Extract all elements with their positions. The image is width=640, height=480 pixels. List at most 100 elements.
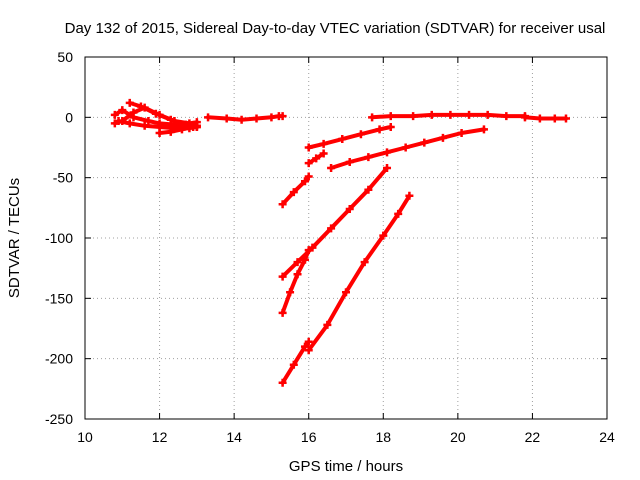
data-point xyxy=(304,172,313,181)
data-point xyxy=(364,153,373,162)
data-point xyxy=(394,209,403,218)
data-point xyxy=(286,288,295,297)
data-point xyxy=(379,231,388,240)
data-point xyxy=(278,112,287,121)
data-point xyxy=(312,154,321,163)
plot-frame xyxy=(84,56,608,420)
data-point xyxy=(360,258,369,267)
data-point xyxy=(342,288,350,297)
x-tick-label: 14 xyxy=(226,429,242,445)
y-tick-label: -100 xyxy=(45,230,73,246)
data-point xyxy=(140,121,149,130)
data-point xyxy=(155,129,164,138)
series-line xyxy=(523,115,568,121)
y-tick-label: -250 xyxy=(45,411,73,427)
data-point xyxy=(110,110,119,119)
data-point xyxy=(300,177,309,186)
data-point xyxy=(129,108,138,117)
data-point xyxy=(535,114,544,123)
data-point xyxy=(401,143,410,152)
data-point xyxy=(304,337,313,346)
tick-labels: 10 12 14 16 18 20 22 24 -250 -200 -150 -100 -50 0 50 xyxy=(45,49,615,445)
data-point xyxy=(383,148,392,157)
data-point xyxy=(520,113,529,122)
data-point xyxy=(383,164,392,173)
data-point xyxy=(118,106,127,115)
x-axis-label: GPS time / hours xyxy=(289,458,403,475)
data-point xyxy=(338,135,347,144)
data-point xyxy=(267,113,276,122)
data-point xyxy=(278,200,287,209)
data-point xyxy=(409,112,418,121)
data-point xyxy=(446,110,455,119)
y-axis-label: SDTVAR / TECUs xyxy=(6,178,23,298)
data-point xyxy=(375,125,384,134)
data-point xyxy=(561,114,570,123)
series-arc-11 xyxy=(278,172,313,209)
data-point xyxy=(323,320,332,329)
data-point xyxy=(386,112,395,121)
x-tick-label: 24 xyxy=(599,429,615,445)
data-point xyxy=(364,185,373,194)
data-point xyxy=(327,164,336,173)
series-line xyxy=(280,174,311,207)
data-point xyxy=(237,115,246,124)
x-tick-label: 22 xyxy=(525,429,541,445)
series-arc-16 xyxy=(304,191,414,355)
data-point xyxy=(136,102,145,111)
chart-title: Day 132 of 2015, Sidereal Day-to-day VTE… xyxy=(65,20,606,37)
series-arc-08 xyxy=(327,125,488,173)
series-arc-12 xyxy=(304,149,328,168)
data-point xyxy=(166,115,175,124)
x-tick-label: 16 xyxy=(301,429,317,445)
series-arc-15 xyxy=(278,337,313,387)
series-line xyxy=(306,193,412,353)
data-point xyxy=(125,119,134,128)
y-tick-label: 50 xyxy=(57,49,73,65)
data-point xyxy=(319,139,328,148)
data-point xyxy=(252,114,261,123)
data-point xyxy=(192,121,201,130)
data-point xyxy=(125,98,134,107)
data-point xyxy=(345,157,354,166)
x-tick-label: 20 xyxy=(450,429,466,445)
data-point xyxy=(278,272,287,281)
data-point xyxy=(289,188,298,197)
data-point xyxy=(319,149,328,158)
data-traces xyxy=(110,98,570,387)
data-point xyxy=(300,255,309,264)
series-arc-14 xyxy=(278,246,313,317)
data-point xyxy=(293,270,302,279)
x-tick-label: 12 xyxy=(152,429,168,445)
data-point xyxy=(278,308,287,317)
y-tick-label: -150 xyxy=(45,290,73,306)
data-point xyxy=(151,109,160,118)
data-point xyxy=(502,112,511,121)
data-point xyxy=(177,125,186,134)
data-point xyxy=(479,125,488,134)
data-point xyxy=(304,246,313,255)
data-point xyxy=(204,113,213,122)
data-point xyxy=(368,113,377,122)
data-point xyxy=(457,129,466,138)
series-arc-06 xyxy=(204,112,287,124)
data-point xyxy=(405,191,414,200)
data-point xyxy=(144,116,153,125)
data-point xyxy=(483,110,492,119)
data-point xyxy=(550,114,559,123)
x-tick-label: 10 xyxy=(77,429,93,445)
data-point xyxy=(304,346,313,355)
data-point xyxy=(465,110,474,119)
data-point xyxy=(289,360,298,369)
data-point xyxy=(222,114,231,123)
grid-lines xyxy=(85,57,607,419)
series-arc-10 xyxy=(520,113,570,123)
y-tick-label: -50 xyxy=(53,170,73,186)
data-point xyxy=(304,143,313,152)
data-point xyxy=(345,205,354,214)
series-arc-09 xyxy=(368,110,529,122)
data-point xyxy=(420,138,429,147)
data-point xyxy=(427,110,436,119)
series-line xyxy=(280,339,311,385)
